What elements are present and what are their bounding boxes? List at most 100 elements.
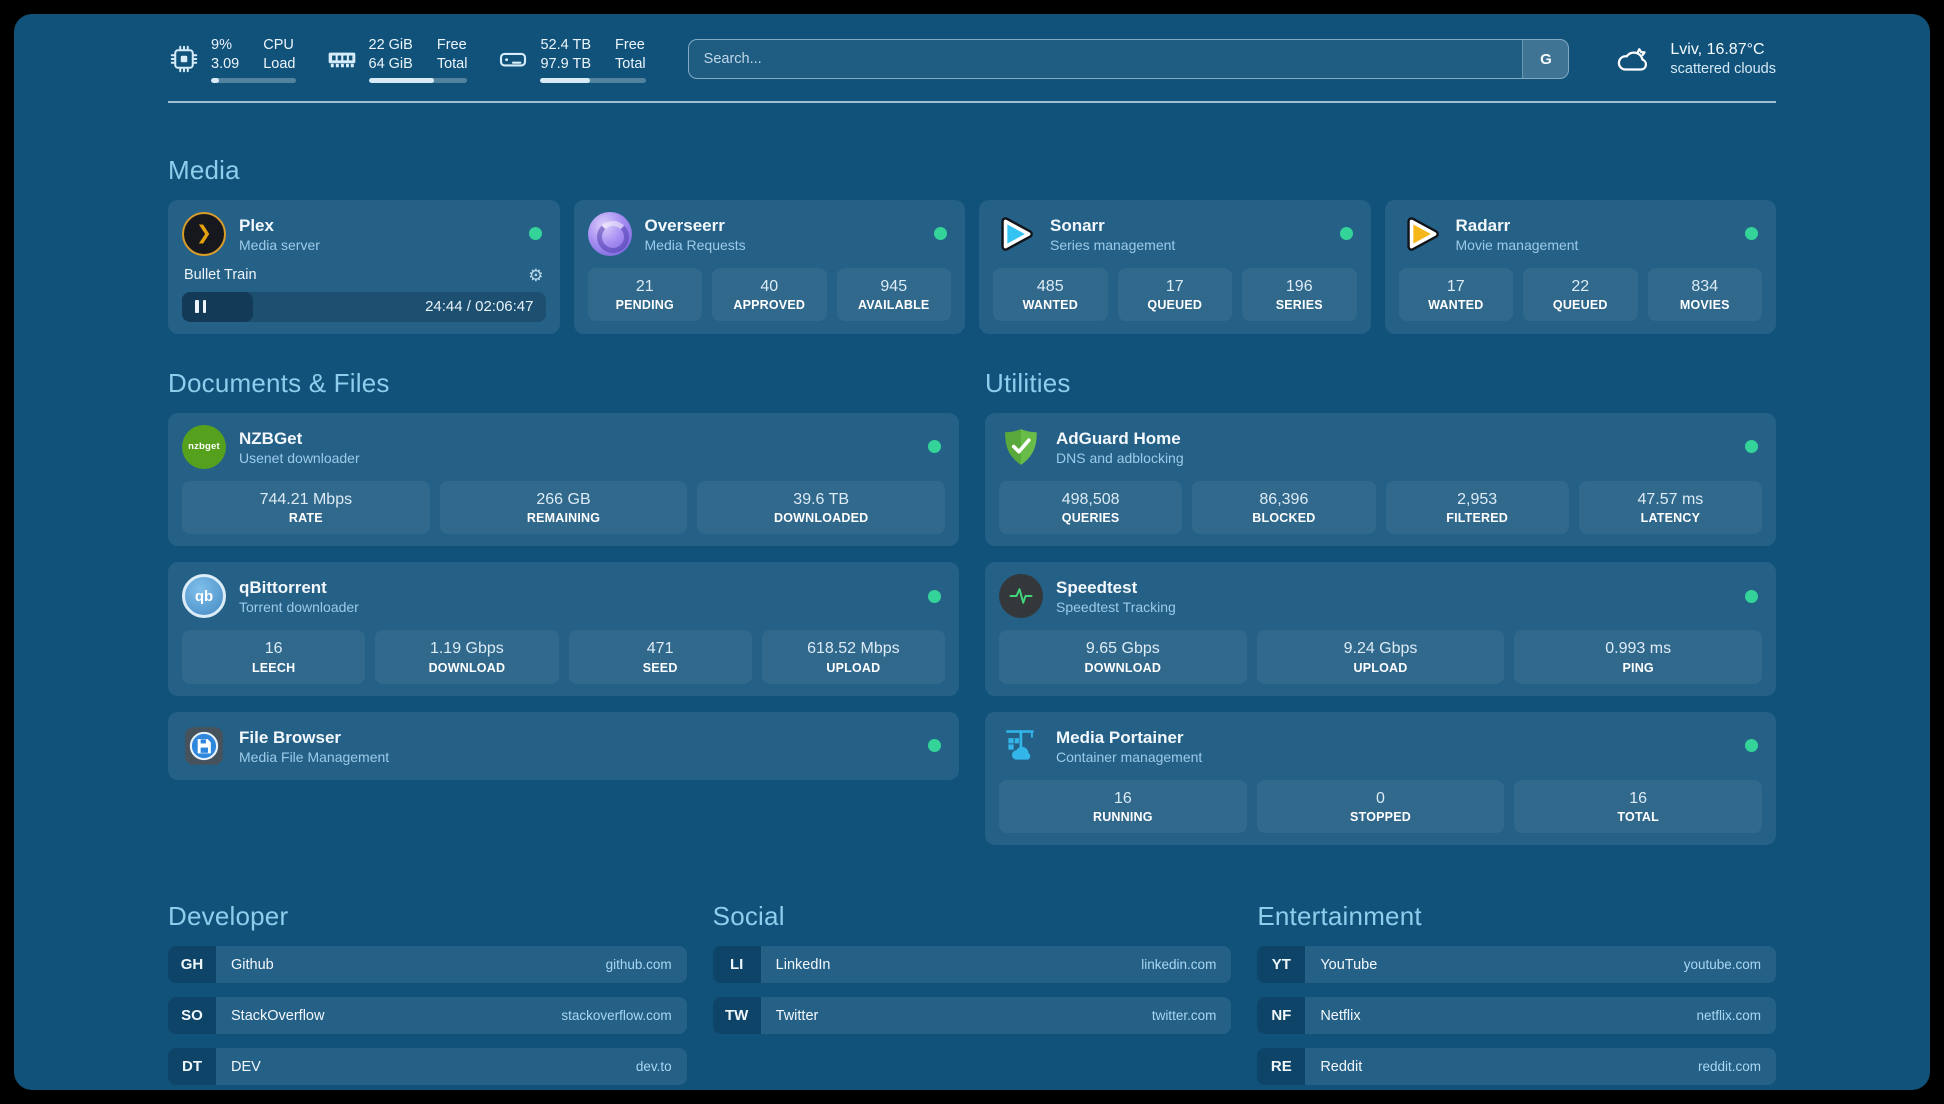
cpu-values: 9% 3.09 xyxy=(211,36,239,74)
search-engine-button[interactable]: G xyxy=(1522,40,1569,79)
stat-queued: 22 QUEUED xyxy=(1523,267,1638,322)
app-title: qBittorrent xyxy=(239,578,327,598)
stat-filtered: 2,953 FILTERED xyxy=(1385,480,1569,535)
disk-values: 52.4 TB 97.9 TB xyxy=(540,36,591,74)
bookmark-abbr: LI xyxy=(712,946,761,984)
media-cards-row: ❯ Plex Media server Bullet Train ⚙ xyxy=(168,199,1776,334)
bookmark-name: Twitter xyxy=(775,1007,819,1024)
bookmark-name: Reddit xyxy=(1320,1058,1363,1075)
playback-progress-fill xyxy=(182,291,253,322)
search-bar: G xyxy=(687,39,1570,80)
stat-ping: 0.993 ms PING xyxy=(1514,630,1763,684)
stat-total: 16 TOTAL xyxy=(1514,779,1763,834)
bookmark-name: Github xyxy=(231,956,274,973)
bookmark-abbr: TW xyxy=(712,997,761,1035)
social-section-title: Social xyxy=(712,901,785,932)
dashboard-content: 9% 3.09 CPU Load xyxy=(14,14,1930,1086)
bookmark-name: YouTube xyxy=(1320,956,1378,973)
app-card-radarr[interactable]: Radarr Movie management 17 WANTED 22 QUE… xyxy=(1384,199,1776,334)
cpu-icon xyxy=(168,43,200,75)
app-subtitle: DNS and adblocking xyxy=(1056,449,1184,466)
app-title: Overseerr xyxy=(644,215,725,235)
app-card-speedtest[interactable]: Speedtest Speedtest Tracking 9.65 Gbps D… xyxy=(985,562,1776,696)
cpu-label: CPU xyxy=(263,37,294,53)
header-divider xyxy=(168,100,1776,103)
stat-wanted: 485 WANTED xyxy=(993,267,1108,322)
documents-section-title: Documents & Files xyxy=(168,367,390,398)
status-online-dot xyxy=(928,589,941,603)
bookmark-reddit[interactable]: RE Reddit reddit.com xyxy=(1257,1048,1776,1086)
bookmark-abbr: YT xyxy=(1257,946,1306,984)
disk-metric: 52.4 TB 97.9 TB Free Total xyxy=(497,36,646,83)
bookmark-youtube[interactable]: YT YouTube youtube.com xyxy=(1257,946,1776,984)
bookmark-name: DEV xyxy=(231,1058,261,1075)
app-title: File Browser xyxy=(239,727,342,747)
stat-remaining: 266 GB REMAINING xyxy=(439,480,688,535)
app-card-filebrowser[interactable]: File Browser Media File Management xyxy=(168,711,959,780)
bookmark-name: StackOverflow xyxy=(231,1007,325,1024)
app-title: Media Portainer xyxy=(1056,727,1184,747)
bookmark-url: linkedin.com xyxy=(1141,957,1217,973)
app-subtitle: Container management xyxy=(1056,748,1203,765)
disk-free-value: 52.4 TB xyxy=(540,37,592,53)
disk-icon xyxy=(497,43,529,75)
app-subtitle: Torrent downloader xyxy=(239,599,359,616)
app-card-nzbget[interactable]: nzbget NZBGet Usenet downloader 744.21 M… xyxy=(168,412,959,547)
app-card-portainer[interactable]: Media Portainer Container management 16 … xyxy=(985,711,1776,846)
speedtest-icon xyxy=(999,574,1043,619)
stat-upload: 618.52 Mbps UPLOAD xyxy=(761,630,945,684)
stat-blocked: 86,396 BLOCKED xyxy=(1192,480,1376,535)
app-subtitle: Movie management xyxy=(1455,236,1579,253)
bookmark-abbr: SO xyxy=(168,997,216,1035)
radarr-icon xyxy=(1399,212,1443,256)
gear-icon[interactable]: ⚙ xyxy=(528,265,544,285)
section-documents: Documents & Files nzbget NZBGet Usenet d… xyxy=(168,368,959,780)
pause-icon[interactable] xyxy=(195,300,206,314)
memory-progress-bar xyxy=(368,77,468,83)
plex-now-playing: Bullet Train ⚙ 24:44 / 02:06:47 xyxy=(182,267,546,322)
memory-free-value: 22 GiB xyxy=(368,37,413,53)
status-online-dot xyxy=(1745,739,1758,753)
cpu-labels: CPU Load xyxy=(263,36,295,74)
disk-total-value: 97.9 TB xyxy=(540,55,592,72)
app-card-sonarr[interactable]: Sonarr Series management 485 WANTED 17 Q… xyxy=(979,199,1371,334)
bookmark-twitter[interactable]: TW Twitter twitter.com xyxy=(712,997,1232,1035)
bookmark-github[interactable]: GH Github github.com xyxy=(168,946,687,984)
stat-latency: 47.57 ms LATENCY xyxy=(1578,480,1762,535)
section-developer: Developer GH Github github.com SO StackO… xyxy=(168,901,687,1086)
status-online-dot xyxy=(1745,440,1758,454)
stat-downloaded: 39.6 TB DOWNLOADED xyxy=(697,480,946,535)
bookmark-dev[interactable]: DT DEV dev.to xyxy=(168,1048,687,1086)
app-card-plex[interactable]: ❯ Plex Media server Bullet Train ⚙ xyxy=(168,199,560,334)
playback-progress-bar[interactable]: 24:44 / 02:06:47 xyxy=(182,291,546,322)
stat-leech: 16 LEECH xyxy=(182,630,366,684)
playback-time: 24:44 / 02:06:47 xyxy=(425,298,534,316)
section-entertainment: Entertainment YT YouTube youtube.com NF … xyxy=(1257,901,1776,1086)
stat-rate: 744.21 Mbps RATE xyxy=(182,480,430,535)
entertainment-section-title: Entertainment xyxy=(1257,901,1422,932)
status-online-dot xyxy=(928,440,941,454)
search-input[interactable] xyxy=(688,40,1523,79)
app-card-adguard[interactable]: AdGuard Home DNS and adblocking 498,508 … xyxy=(985,412,1776,547)
plex-icon: ❯ xyxy=(182,211,226,256)
cpu-usage-value: 9% xyxy=(211,37,232,53)
disk-total-label: Total xyxy=(615,55,646,72)
stat-wanted: 17 WANTED xyxy=(1398,267,1513,322)
memory-labels: Free Total xyxy=(437,36,468,74)
stat-queued: 17 QUEUED xyxy=(1117,267,1232,322)
app-subtitle: Media server xyxy=(239,236,320,253)
bookmark-url: dev.to xyxy=(635,1059,672,1075)
bookmark-stackoverflow[interactable]: SO StackOverflow stackoverflow.com xyxy=(168,997,687,1035)
bookmark-netflix[interactable]: NF Netflix netflix.com xyxy=(1257,997,1776,1035)
app-title: Plex xyxy=(239,215,274,235)
stat-download: 9.65 Gbps DOWNLOAD xyxy=(999,630,1247,684)
app-title: Sonarr xyxy=(1050,215,1105,235)
app-card-overseerr[interactable]: Overseerr Media Requests 21 PENDING 40 A… xyxy=(573,199,965,334)
memory-metric: 22 GiB 64 GiB Free Total xyxy=(326,36,468,83)
app-card-qbittorrent[interactable]: qb qBittorrent Torrent downloader 16 LEE… xyxy=(168,562,959,696)
nzbget-icon: nzbget xyxy=(182,424,226,469)
weather-widget[interactable]: Lviv, 16.87°C scattered clouds xyxy=(1611,39,1776,80)
stat-download: 1.19 Gbps DOWNLOAD xyxy=(375,630,559,684)
bookmark-linkedin[interactable]: LI LinkedIn linkedin.com xyxy=(712,946,1232,984)
disk-progress-bar xyxy=(540,77,646,83)
